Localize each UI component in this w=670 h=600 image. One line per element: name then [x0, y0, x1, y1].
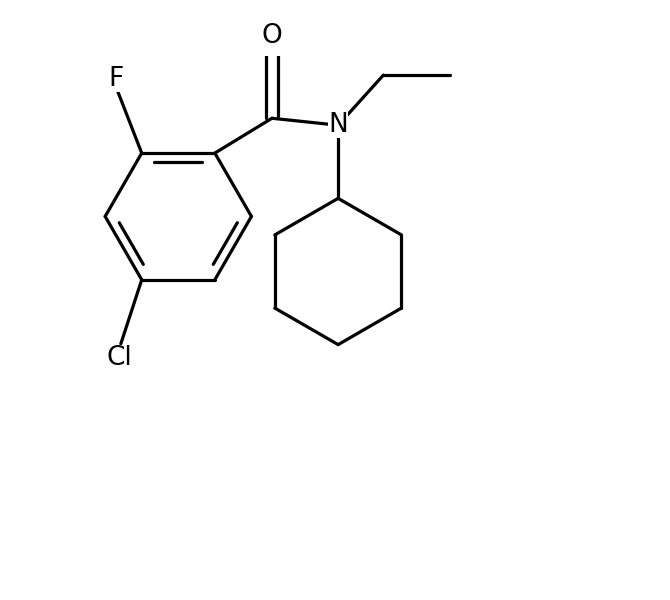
Text: N: N: [328, 112, 348, 138]
Text: F: F: [109, 65, 123, 92]
Text: Cl: Cl: [107, 345, 132, 371]
Text: O: O: [261, 23, 282, 49]
